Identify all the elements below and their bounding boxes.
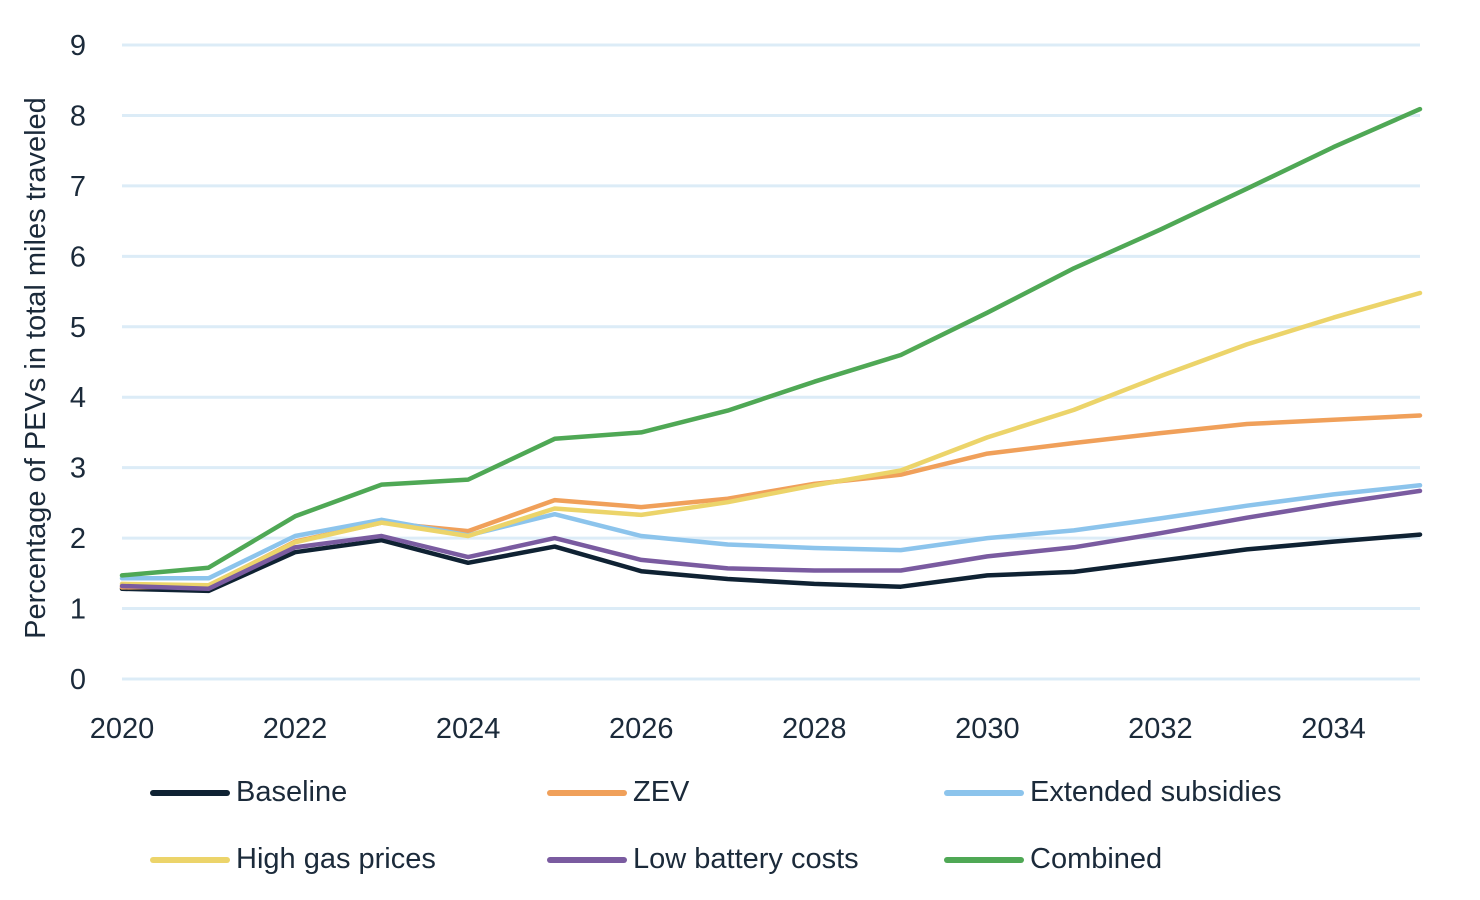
legend-label: High gas prices xyxy=(236,843,436,875)
legend-label: ZEV xyxy=(633,776,690,808)
legend-label: Extended subsidies xyxy=(1030,776,1282,808)
y-tick-label: 0 xyxy=(70,664,86,696)
legend-swatch xyxy=(944,856,1024,863)
legend-swatch xyxy=(944,789,1024,796)
y-tick-label: 7 xyxy=(70,171,86,203)
legend-item: High gas prices xyxy=(150,837,547,882)
y-axis-ticks: 0 1 2 3 4 5 6 7 8 9 xyxy=(70,30,86,696)
legend-item: Low battery costs xyxy=(547,837,944,882)
legend-swatch xyxy=(547,789,627,796)
y-tick-label: 6 xyxy=(70,241,86,273)
x-tick-label: 2022 xyxy=(263,713,328,745)
gridlines xyxy=(122,43,1420,681)
y-tick-label: 5 xyxy=(70,312,86,344)
y-axis-label: Percentage of PEVs in total miles travel… xyxy=(20,97,52,639)
legend-label: Low battery costs xyxy=(633,843,859,875)
legend-label: Combined xyxy=(1030,843,1163,875)
x-tick-label: 2034 xyxy=(1301,713,1366,745)
x-tick-label: 2024 xyxy=(436,713,501,745)
y-tick-label: 2 xyxy=(70,523,86,555)
legend-swatch xyxy=(547,856,627,863)
legend-item: Combined xyxy=(944,837,1341,882)
series-line-baseline xyxy=(119,532,1423,594)
x-tick-label: 2032 xyxy=(1128,713,1193,745)
legend-item: ZEV xyxy=(547,770,944,815)
legend: Baseline ZEV Extended subsidies High gas pr… xyxy=(150,770,1390,882)
legend-item: Extended subsidies xyxy=(944,770,1341,815)
series-line-zev xyxy=(119,413,1423,590)
y-tick-label: 8 xyxy=(70,100,86,132)
legend-item: Baseline xyxy=(150,770,547,815)
y-tick-label: 9 xyxy=(70,30,86,62)
y-tick-label: 3 xyxy=(70,453,86,485)
series-line-combined xyxy=(119,106,1423,578)
series-line-low-battery-costs xyxy=(119,488,1423,592)
legend-swatch xyxy=(150,856,230,863)
x-tick-label: 2028 xyxy=(782,713,847,745)
y-tick-label: 4 xyxy=(70,382,86,414)
y-tick-label: 1 xyxy=(70,594,86,626)
x-tick-label: 2020 xyxy=(90,713,155,745)
series-line-extended-subsidies xyxy=(119,483,1423,581)
legend-label: Baseline xyxy=(236,776,348,808)
x-tick-label: 2026 xyxy=(609,713,674,745)
x-axis-ticks: 2020 2022 2024 2026 2028 2030 2032 2034 xyxy=(90,713,1366,745)
series-line-high-gas-prices xyxy=(119,290,1423,588)
x-tick-label: 2030 xyxy=(955,713,1020,745)
legend-swatch xyxy=(150,789,230,796)
series-lines xyxy=(119,106,1423,594)
